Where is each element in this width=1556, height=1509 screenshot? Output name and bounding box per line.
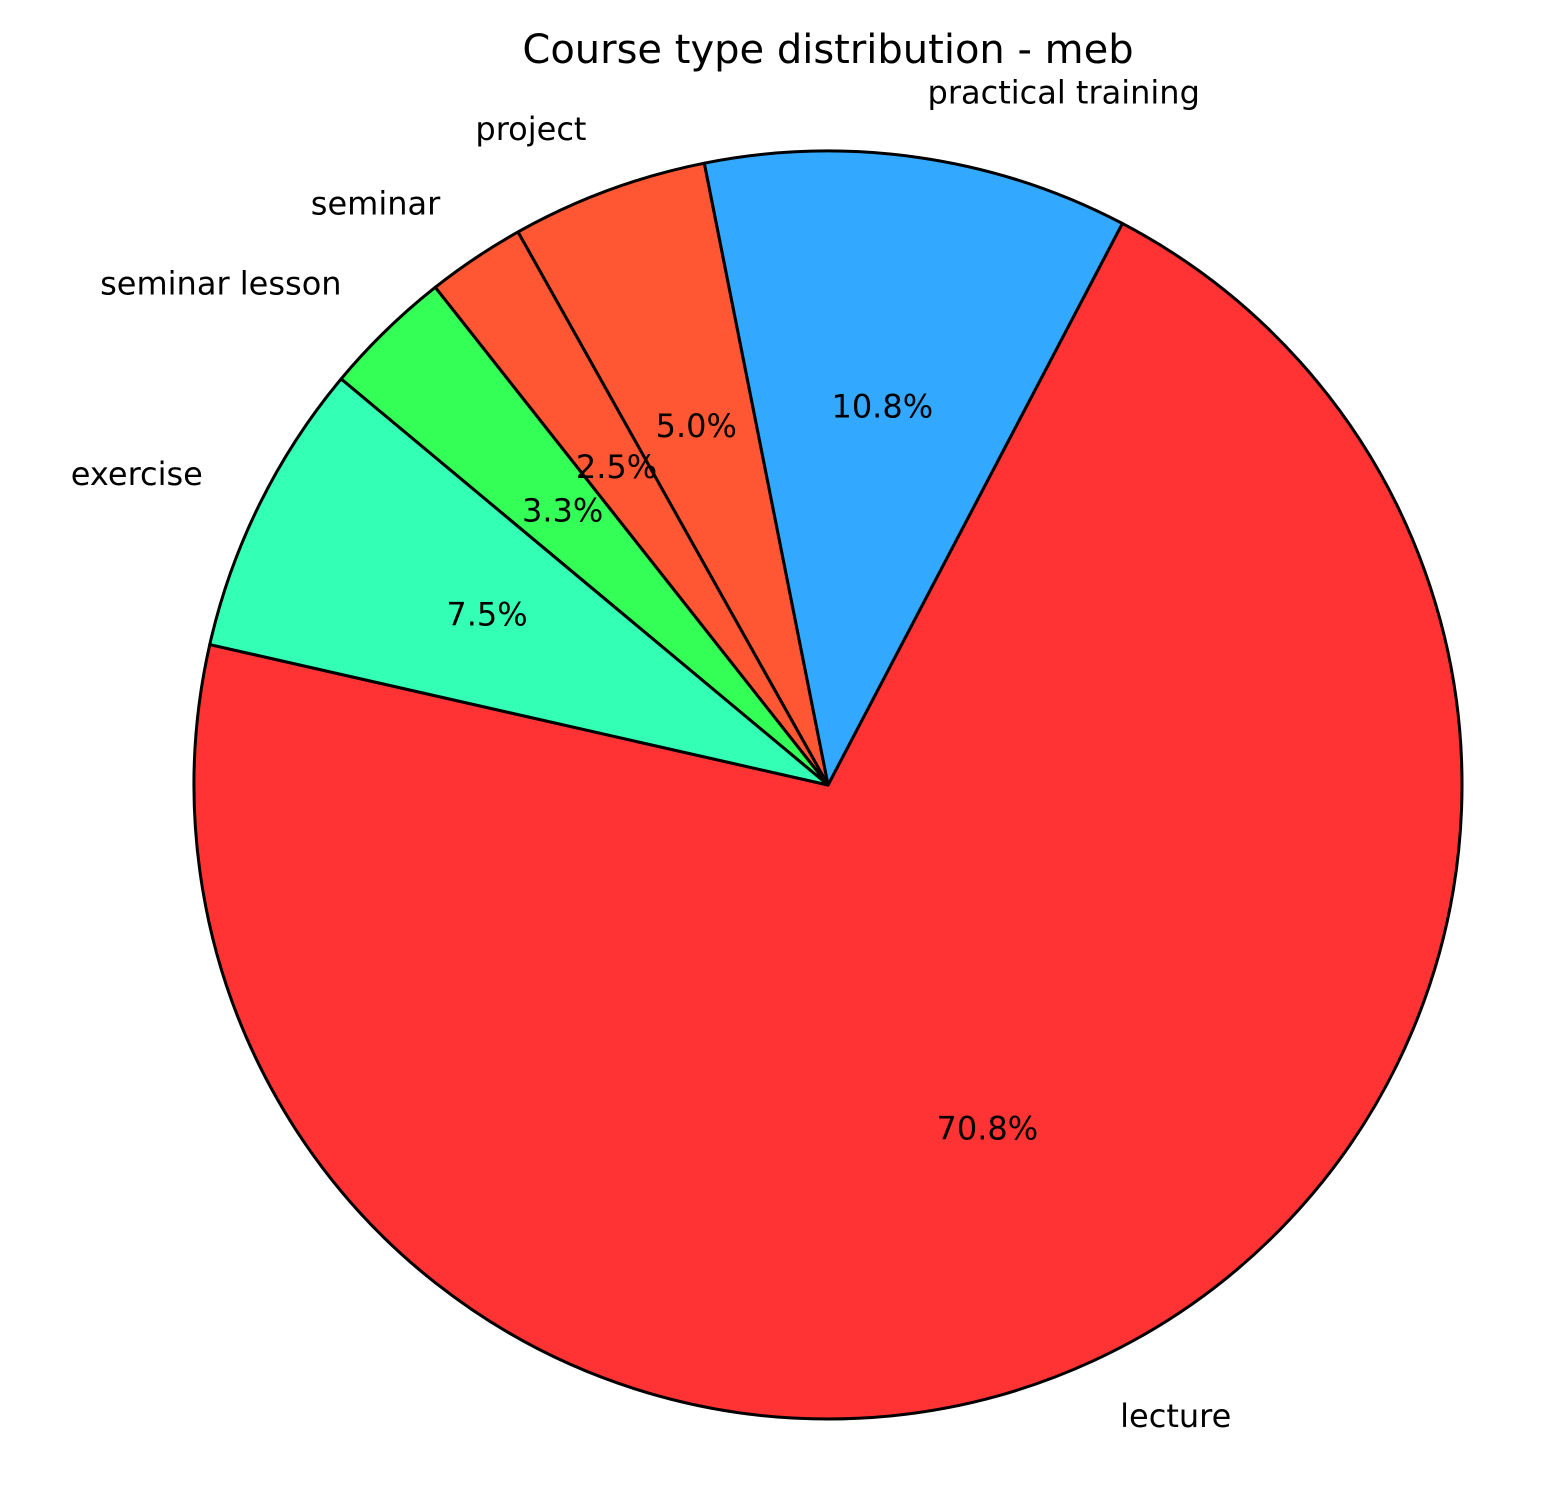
chart-title: Course type distribution - meb bbox=[522, 27, 1133, 73]
pie-slice bbox=[192, 221, 1464, 1421]
value-label: 10.8% bbox=[831, 387, 933, 425]
value-label: 70.8% bbox=[937, 1109, 1039, 1147]
slice-label: lecture bbox=[1120, 1397, 1231, 1435]
value-label: 7.5% bbox=[446, 595, 527, 633]
value-label: 2.5% bbox=[576, 448, 657, 486]
slice-label: project bbox=[475, 110, 586, 148]
slice-label: seminar lesson bbox=[100, 264, 341, 302]
pie-slice bbox=[702, 149, 1124, 787]
value-label: 3.3% bbox=[522, 491, 603, 529]
pie-slice bbox=[516, 161, 830, 787]
slice-label: seminar bbox=[311, 184, 441, 222]
value-label: 5.0% bbox=[656, 407, 737, 445]
pie-slice bbox=[208, 377, 830, 787]
slice-label: practical training bbox=[928, 74, 1200, 112]
slice-label: exercise bbox=[71, 455, 203, 493]
